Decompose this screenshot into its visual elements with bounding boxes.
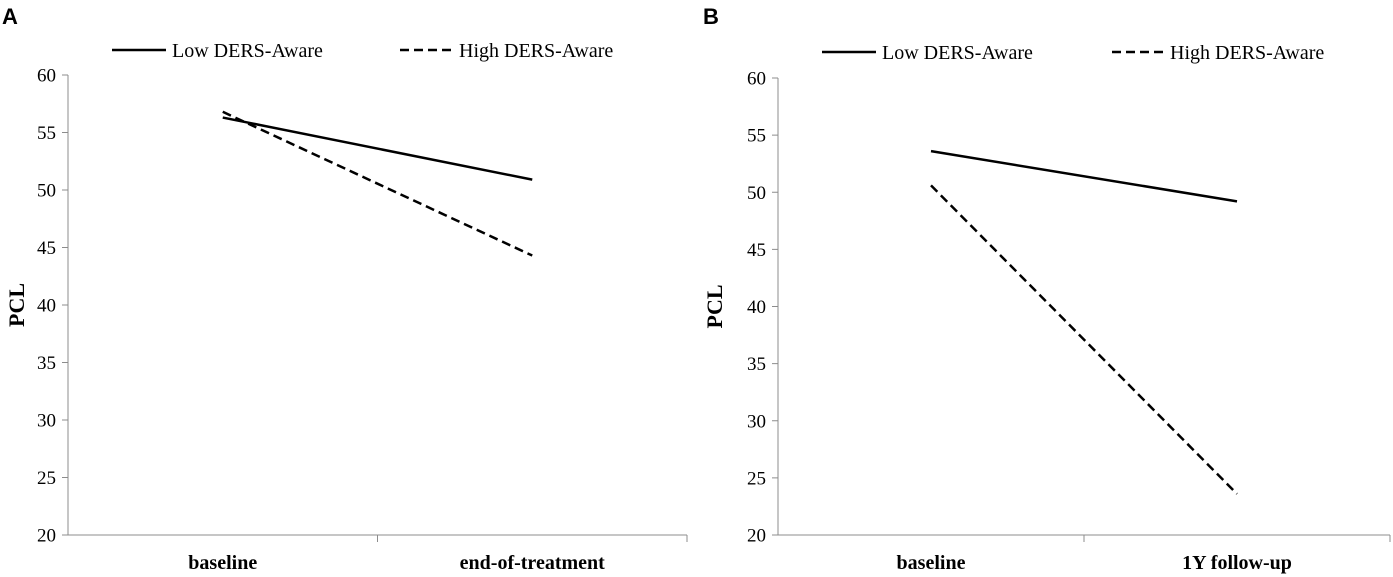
y-tick-label: 30 [37, 411, 56, 432]
y-tick-label: 55 [37, 123, 56, 144]
y-tick-label: 35 [747, 354, 766, 375]
y-tick-label: 55 [747, 126, 766, 147]
x-category-label: end-of-treatment [460, 552, 605, 574]
x-category-label: baseline [188, 552, 257, 574]
chart-panel-a: A 20 25 30 35 40 45 50 55 60 baseline end-of-treatm… [2, 4, 688, 574]
panel-letter: B [703, 4, 719, 29]
x-category-label: 1Y follow-up [1182, 552, 1292, 574]
y-axis-title: PCL [4, 283, 29, 327]
series-line-low-ders-aware [222, 116, 533, 181]
panel-letter: A [2, 4, 18, 29]
series-line-low-ders-aware [930, 149, 1238, 203]
y-axis-title: PCL [702, 285, 727, 329]
y-tick-label: 60 [747, 69, 766, 90]
y-tick-label: 20 [37, 526, 56, 547]
y-tick-label: 40 [747, 297, 766, 318]
y-tick-label: 45 [37, 238, 56, 259]
series-line-high-ders-aware [930, 184, 1238, 495]
y-tick-label: 45 [747, 240, 766, 261]
y-tick-label: 50 [37, 181, 56, 202]
series-line-high-ders-aware [222, 110, 533, 257]
legend-label: High DERS-Aware [459, 40, 613, 62]
y-tick-label: 35 [37, 353, 56, 374]
legend-label: High DERS-Aware [1170, 42, 1324, 64]
legend-label: Low DERS-Aware [172, 40, 323, 62]
y-tick-label: 50 [747, 183, 766, 204]
legend-label: Low DERS-Aware [882, 42, 1033, 64]
y-tick-label: 40 [37, 296, 56, 317]
chart-panel-b: B 20 25 30 35 40 45 50 55 60 baseline 1Y follow-up P… [702, 4, 1391, 574]
y-tick-label: 25 [747, 468, 766, 489]
y-tick-label: 30 [747, 411, 766, 432]
y-tick-label: 20 [747, 526, 766, 547]
y-tick-label: 25 [37, 468, 56, 489]
x-category-label: baseline [897, 552, 966, 574]
y-tick-label: 60 [37, 66, 56, 87]
